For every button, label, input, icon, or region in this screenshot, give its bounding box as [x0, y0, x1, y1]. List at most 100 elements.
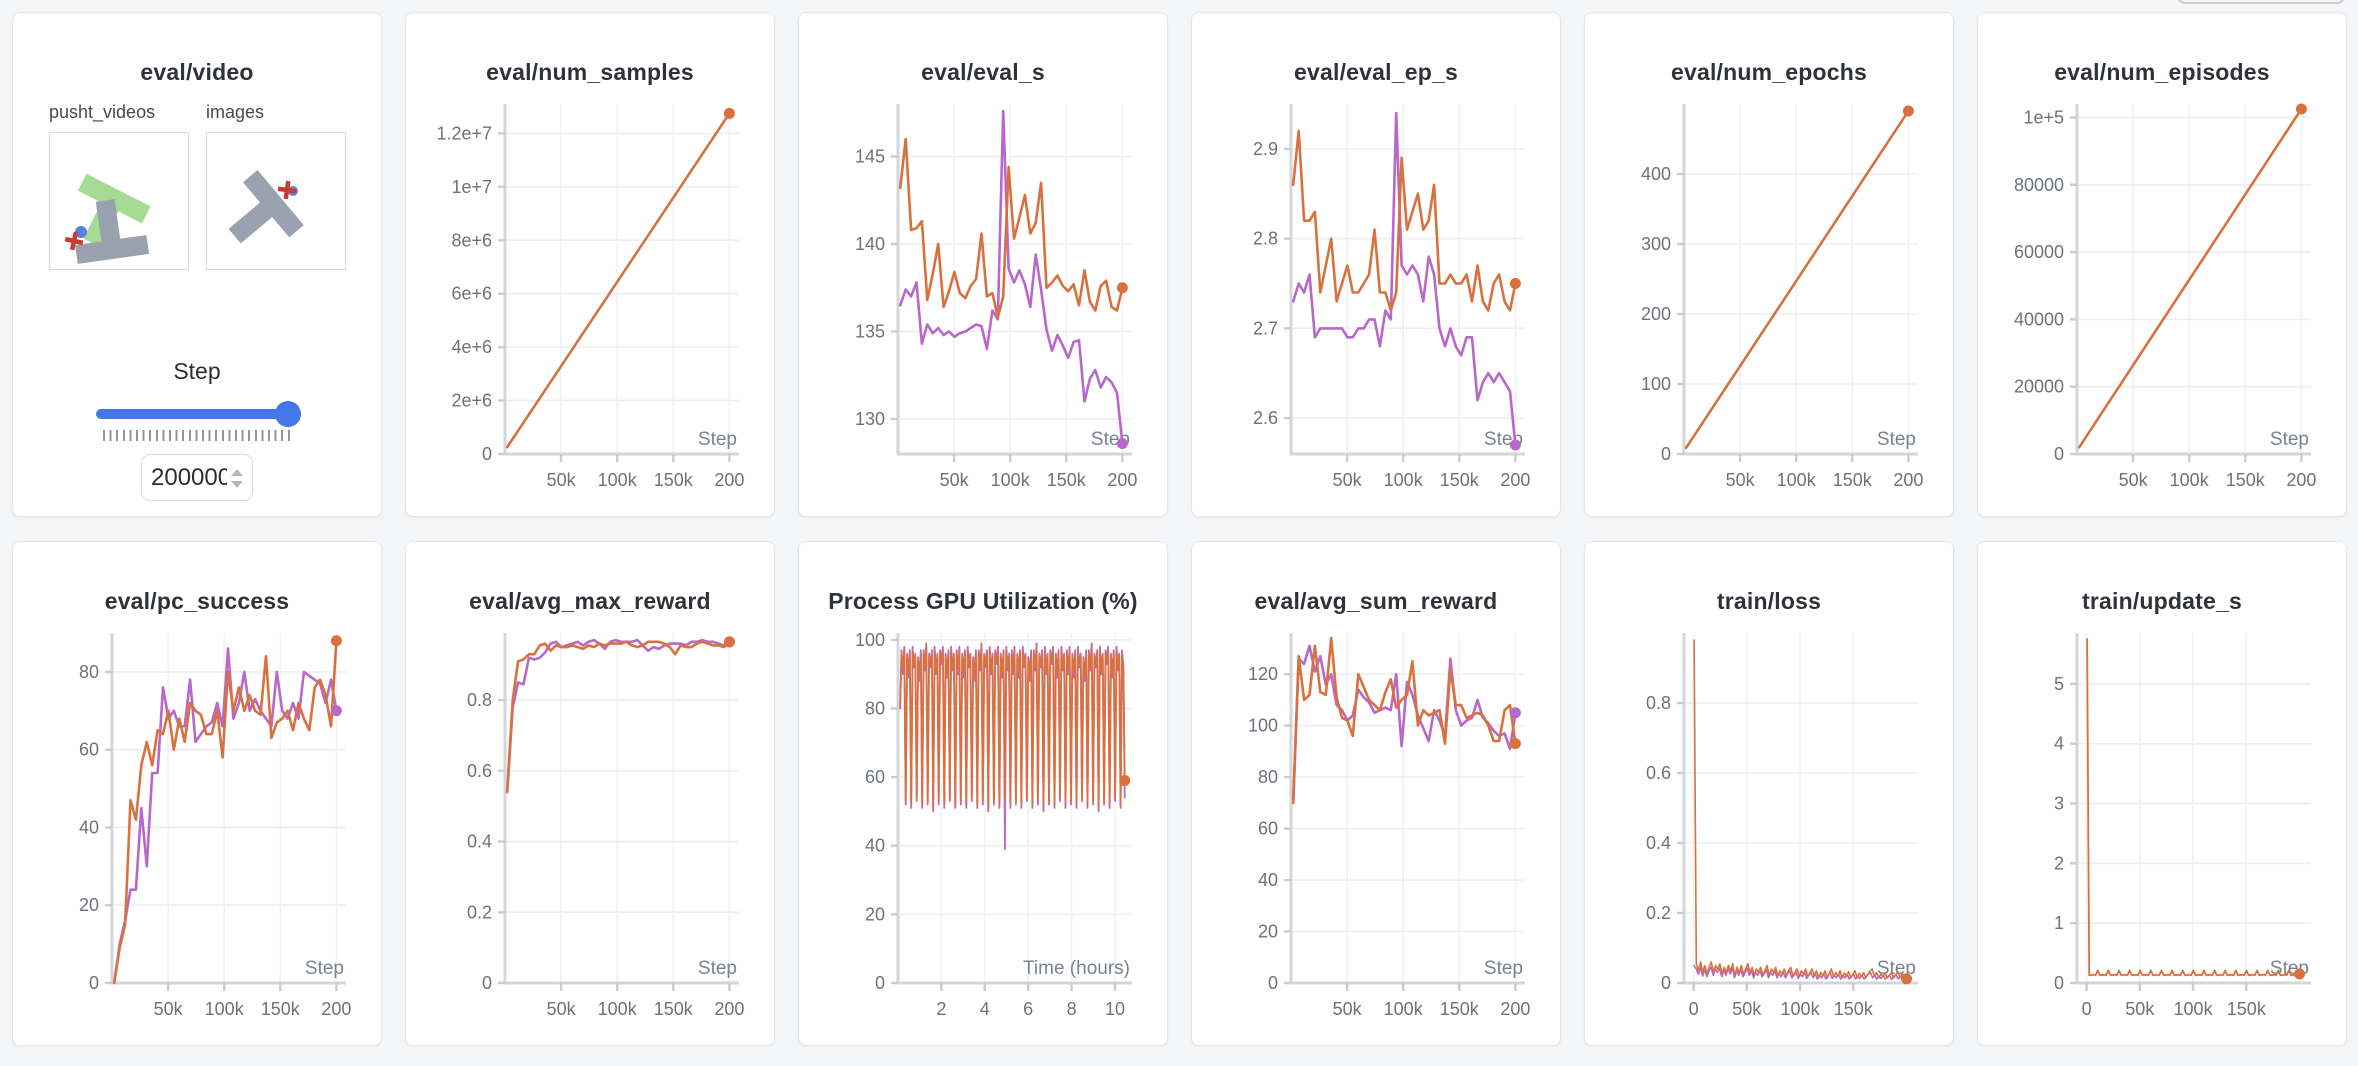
media-panel-eval-video: eval/video pusht_videos [12, 12, 382, 517]
svg-text:100: 100 [1641, 374, 1671, 394]
chart-title: eval/num_samples [486, 59, 694, 85]
step-value-box [141, 454, 253, 501]
pusht-video-preview-image [64, 173, 151, 264]
svg-text:200: 200 [321, 999, 351, 1019]
gray-t-shape [75, 199, 150, 264]
svg-text:0.4: 0.4 [1646, 833, 1671, 853]
svg-text:40000: 40000 [2014, 309, 2064, 329]
media-thumb-images: images [206, 102, 346, 270]
panel-edge-fragment [2177, 0, 2345, 4]
svg-text:10: 10 [1105, 999, 1125, 1019]
svg-text:4e+6: 4e+6 [451, 337, 492, 357]
chart-panel-eval-num-epochs: eval/num_epochs 50k 100k 150k 200 0 100 200 300… [1584, 12, 1954, 517]
svg-text:0.8: 0.8 [467, 690, 492, 710]
svg-text:150k: 150k [1440, 999, 1480, 1019]
svg-text:50k: 50k [154, 999, 184, 1019]
image-frame[interactable] [206, 132, 346, 270]
svg-text:50k: 50k [1333, 470, 1363, 490]
svg-text:50k: 50k [2119, 470, 2149, 490]
svg-text:2.8: 2.8 [1253, 229, 1278, 249]
svg-text:2: 2 [936, 999, 946, 1019]
svg-text:40: 40 [865, 836, 885, 856]
chart-panel-eval-avg-max-reward: eval/avg_max_reward 50k 100k 150k 200 0 0.2 0.… [405, 541, 775, 1046]
chart-canvas[interactable]: 50k 100k 150k 200 2.6 2.7 2.8 2.9 Step [1205, 92, 1560, 509]
chart-canvas[interactable]: 50k 100k 150k 200 0 0.2 0.4 0.6 0.8 Step [419, 621, 774, 1038]
svg-text:200: 200 [2286, 470, 2316, 490]
svg-text:50k: 50k [2125, 999, 2155, 1019]
media-thumbnails: pusht_videos [13, 102, 381, 270]
chart-title: Process GPU Utilization (%) [828, 588, 1138, 614]
chart-canvas[interactable]: 50k 100k 150k 200 0 2e+6 4e+6 6e+6 8e+6 1e+7 1.2e+… [419, 92, 774, 509]
svg-text:0: 0 [2054, 444, 2064, 464]
chart-title: eval/num_epochs [1670, 59, 1868, 85]
svg-text:40: 40 [79, 817, 99, 837]
chart-canvas[interactable]: 50k 100k 150k 200 0 20000 40000 60000 80000 1e+5 S… [1991, 92, 2346, 509]
step-value-spinner [231, 467, 243, 488]
svg-text:200: 200 [1107, 470, 1137, 490]
svg-text:Step: Step [698, 958, 737, 979]
svg-text:0.4: 0.4 [467, 832, 492, 852]
svg-text:0: 0 [1268, 973, 1278, 993]
chart-panel-eval-eval-ep-s: eval/eval_ep_s 50k 100k 150k 200 2.6 2.7 2.8 2.… [1191, 12, 1561, 517]
svg-text:0.6: 0.6 [467, 761, 492, 781]
step-slider-thumb-handle[interactable] [275, 401, 301, 427]
svg-text:20: 20 [79, 895, 99, 915]
chart-canvas[interactable]: 50k 100k 150k 200 0 20 40 60 80 Step [26, 621, 381, 1038]
svg-text:100k: 100k [1384, 999, 1424, 1019]
chart-canvas[interactable]: 50k 100k 150k 200 0 100 200 300 400 Step [1598, 92, 1953, 509]
svg-text:8e+6: 8e+6 [451, 230, 492, 250]
svg-text:200: 200 [714, 470, 744, 490]
svg-text:100k: 100k [2170, 470, 2210, 490]
chart-title: train/update_s [2081, 588, 2242, 614]
chart-panel-train-update-s: train/update_s 0 50k 100k 150k 0 1 2 3 4 5 Step [1977, 541, 2347, 1046]
step-slider-track[interactable] [96, 409, 298, 419]
stepper-down-icon[interactable] [231, 481, 243, 488]
svg-text:Step: Step [1484, 958, 1523, 979]
agent-dot [75, 226, 87, 238]
chart-panel-eval-eval-s: eval/eval_s 50k 100k 150k 200 130 135 140 145 St… [798, 12, 1168, 517]
media-key-label: images [206, 102, 265, 122]
svg-text:50k: 50k [1732, 999, 1762, 1019]
svg-text:Time (hours): Time (hours) [1023, 958, 1130, 979]
svg-text:1e+5: 1e+5 [2023, 107, 2064, 127]
svg-text:50k: 50k [1333, 999, 1363, 1019]
svg-text:400: 400 [1641, 164, 1671, 184]
pusht-video-frame[interactable] [49, 132, 189, 270]
step-control: Step [13, 358, 381, 501]
chart-title: eval/eval_s [921, 59, 1045, 85]
svg-text:50k: 50k [940, 470, 970, 490]
svg-text:0: 0 [482, 444, 492, 464]
stepper-up-icon[interactable] [231, 469, 243, 476]
svg-text:Step: Step [1877, 429, 1916, 450]
target-cross [277, 180, 297, 200]
svg-text:100k: 100k [1781, 999, 1821, 1019]
chart-canvas[interactable]: 50k 100k 150k 200 130 135 140 145 Step [812, 92, 1167, 509]
image-preview [228, 169, 304, 244]
svg-text:200: 200 [1893, 470, 1923, 490]
step-slider-ruler-ticks [103, 430, 291, 441]
svg-text:Step: Step [2270, 429, 2309, 450]
svg-text:0: 0 [2082, 999, 2092, 1019]
svg-text:100k: 100k [205, 999, 245, 1019]
gray-t-shape [228, 169, 304, 244]
svg-text:0: 0 [1689, 999, 1699, 1019]
svg-text:3: 3 [2054, 794, 2064, 814]
chart-canvas[interactable]: 0 50k 100k 150k 0 0.2 0.4 0.6 0.8 Step [1598, 621, 1953, 1038]
chart-canvas[interactable]: 50k 100k 150k 200 0 20 40 60 80 100 120 Step [1205, 621, 1560, 1038]
svg-text:0: 0 [482, 973, 492, 993]
svg-text:200: 200 [1500, 470, 1530, 490]
step-value-input[interactable] [151, 463, 227, 492]
chart-canvas[interactable]: 0 50k 100k 150k 0 1 2 3 4 5 Step [1991, 621, 2346, 1038]
svg-text:80000: 80000 [2014, 175, 2064, 195]
svg-text:0: 0 [1661, 973, 1671, 993]
step-slider[interactable] [96, 401, 301, 427]
svg-text:100k: 100k [1777, 470, 1817, 490]
svg-text:2.7: 2.7 [1253, 318, 1278, 338]
svg-text:100: 100 [855, 630, 885, 650]
chart-canvas[interactable]: 2 4 6 8 10 0 20 40 60 80 100 Time (hours) [812, 621, 1167, 1038]
svg-text:100k: 100k [2174, 999, 2214, 1019]
svg-text:150k: 150k [1834, 999, 1874, 1019]
svg-text:100: 100 [1248, 716, 1278, 736]
svg-text:4: 4 [980, 999, 990, 1019]
svg-text:60000: 60000 [2014, 242, 2064, 262]
